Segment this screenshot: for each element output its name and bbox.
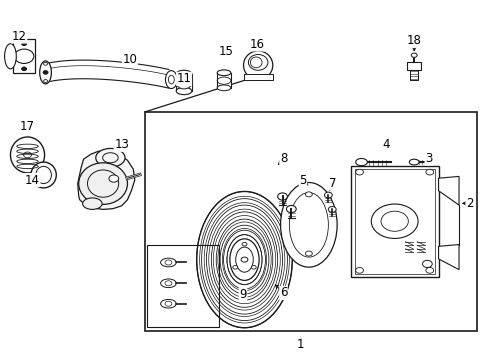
- Text: 5: 5: [299, 174, 306, 186]
- Text: 16: 16: [250, 38, 264, 51]
- Ellipse shape: [243, 51, 272, 80]
- Circle shape: [109, 175, 119, 182]
- Ellipse shape: [43, 71, 48, 74]
- Text: 14: 14: [25, 174, 40, 186]
- Bar: [13, 39, 35, 73]
- Bar: [243, 74, 272, 80]
- Ellipse shape: [408, 159, 418, 165]
- Ellipse shape: [355, 158, 366, 166]
- Ellipse shape: [165, 71, 177, 89]
- Ellipse shape: [217, 85, 230, 91]
- Circle shape: [21, 67, 26, 71]
- Bar: [354, 168, 434, 274]
- Text: 9: 9: [239, 288, 246, 301]
- Text: 17: 17: [20, 121, 35, 134]
- Text: 12: 12: [12, 30, 27, 43]
- Text: 18: 18: [406, 34, 421, 48]
- Text: 7: 7: [328, 177, 335, 190]
- Bar: [217, 73, 230, 88]
- Ellipse shape: [277, 193, 287, 200]
- Circle shape: [241, 257, 247, 262]
- Polygon shape: [438, 244, 458, 270]
- Ellipse shape: [40, 61, 51, 84]
- Text: 11: 11: [176, 72, 191, 85]
- Bar: [176, 74, 191, 91]
- Polygon shape: [78, 150, 135, 210]
- Ellipse shape: [217, 70, 230, 76]
- Ellipse shape: [10, 137, 44, 173]
- Ellipse shape: [160, 279, 176, 288]
- Polygon shape: [438, 176, 458, 205]
- Text: 15: 15: [218, 45, 233, 58]
- Ellipse shape: [96, 148, 125, 167]
- Ellipse shape: [176, 87, 191, 95]
- Text: 6: 6: [279, 287, 286, 300]
- Ellipse shape: [160, 300, 176, 308]
- Text: 4: 4: [382, 138, 389, 150]
- Circle shape: [355, 267, 363, 273]
- Circle shape: [251, 266, 256, 269]
- Bar: [409, 69, 417, 80]
- Ellipse shape: [160, 258, 176, 267]
- Circle shape: [422, 260, 431, 267]
- Ellipse shape: [176, 76, 191, 89]
- Ellipse shape: [328, 207, 335, 212]
- Circle shape: [370, 204, 417, 238]
- Ellipse shape: [4, 44, 16, 69]
- Circle shape: [43, 62, 47, 65]
- Ellipse shape: [82, 198, 102, 210]
- Text: 1: 1: [296, 338, 304, 351]
- Bar: [145, 112, 476, 330]
- Circle shape: [425, 169, 433, 175]
- Ellipse shape: [196, 192, 292, 328]
- Circle shape: [232, 266, 237, 269]
- Circle shape: [21, 42, 26, 45]
- Text: 3: 3: [424, 152, 431, 165]
- Text: 10: 10: [122, 53, 137, 66]
- Ellipse shape: [280, 183, 336, 267]
- Circle shape: [305, 251, 312, 256]
- Ellipse shape: [286, 206, 296, 213]
- Text: 2: 2: [465, 197, 472, 210]
- Ellipse shape: [229, 239, 259, 280]
- Bar: [407, 62, 420, 69]
- Circle shape: [305, 192, 312, 197]
- Ellipse shape: [324, 192, 331, 198]
- Circle shape: [242, 242, 246, 246]
- Text: 13: 13: [114, 138, 129, 151]
- Text: 8: 8: [279, 152, 286, 165]
- Ellipse shape: [31, 162, 56, 188]
- Ellipse shape: [235, 247, 253, 272]
- Ellipse shape: [79, 163, 127, 204]
- Circle shape: [355, 169, 363, 175]
- Circle shape: [425, 267, 433, 273]
- Circle shape: [410, 53, 416, 57]
- Ellipse shape: [176, 70, 191, 77]
- Bar: [147, 244, 219, 327]
- Circle shape: [43, 80, 47, 82]
- Bar: [350, 166, 438, 277]
